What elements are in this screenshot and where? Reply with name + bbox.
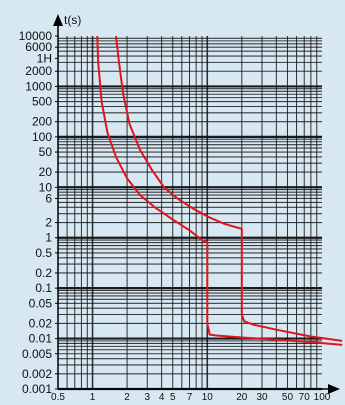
y-tick-label: 0.2 [35,266,52,280]
x-tick-label: 1 [90,392,96,400]
x-tick-label: 70 [299,392,311,400]
x-tick-label: 4 [159,392,165,400]
y-tick-label: 6 [45,191,52,205]
y-tick-label: 0.002 [22,367,52,381]
y-tick-label: 2000 [25,64,52,78]
y-tick-label: 100 [32,130,52,144]
y-axis-label: t(s) [64,13,81,27]
y-tick-label: 0.01 [29,332,53,346]
y-tick-label: 0.1 [35,281,52,295]
y-tick-label: 0.5 [35,246,52,260]
grid [57,36,322,391]
y-tick-label: 1H [37,51,52,65]
y-tick-label: 0.05 [29,296,53,310]
tick-labels: 1000060001H200010005002001005020106210.5… [19,29,331,403]
trip-curve-lower [96,35,343,346]
x-tick-label: 10 [202,392,214,400]
x-tick-label: 7 [187,392,193,400]
y-tick-label: 20 [39,165,53,179]
axes [53,14,340,394]
y-tick-label: 0.02 [29,316,53,330]
x-tick-label: 100 [314,392,331,400]
x-tick-label: 5 [170,392,176,400]
x-tick-label: 0.5 [51,392,65,400]
y-tick-label: 0.001 [22,382,52,396]
x-tick-label: 2 [124,392,130,400]
y-axis-arrow [53,14,63,26]
y-tick-label: 0.005 [22,347,52,361]
y-tick-label: 10 [39,180,53,194]
series [96,35,343,346]
x-tick-label: 50 [282,392,294,400]
x-tick-label: 30 [256,392,268,400]
x-tick-label: 3 [144,392,150,400]
y-tick-label: 200 [32,115,52,129]
trip-curve-upper [115,35,343,342]
y-tick-label: 500 [32,95,52,109]
y-tick-label: 2 [45,216,52,230]
x-axis-arrow [328,384,340,394]
y-tick-label: 1000 [25,79,52,93]
y-tick-label: 1 [45,231,52,245]
y-tick-label: 50 [39,145,53,159]
y-tick-label: 6000 [25,40,52,54]
x-tick-label: 20 [236,392,248,400]
y-tick-label: 10000 [19,29,53,43]
